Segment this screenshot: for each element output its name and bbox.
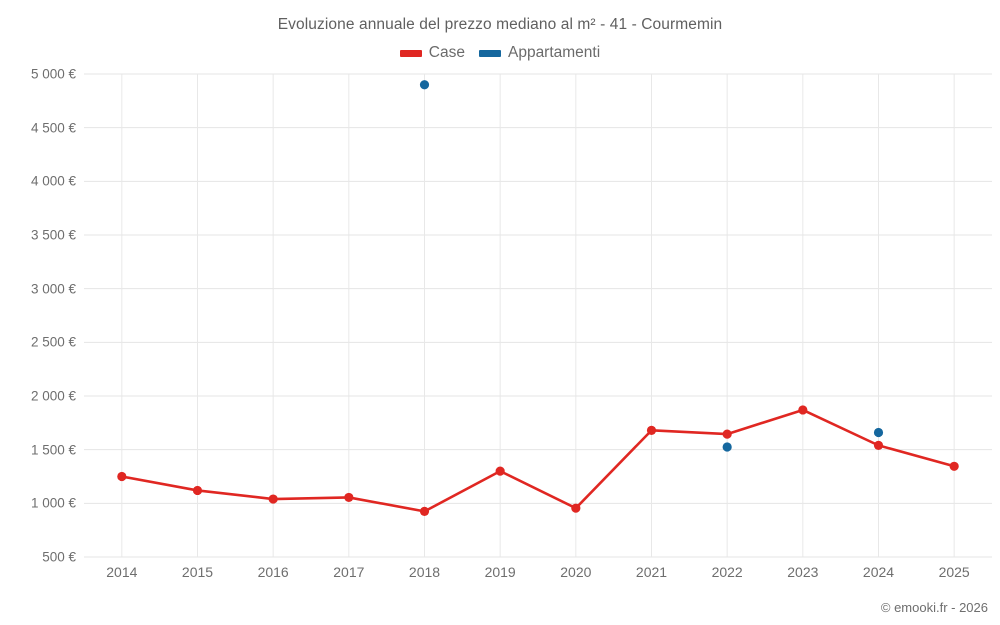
data-point-case-2017[interactable]: [344, 492, 354, 503]
data-point-case-2020[interactable]: [571, 503, 581, 513]
data-point-appartamenti-2024[interactable]: [873, 427, 884, 438]
legend-swatch-case: [399, 49, 422, 57]
x-axis-tick-label: 2024: [862, 564, 895, 580]
legend-item-case[interactable]: Case: [399, 44, 465, 62]
y-axis-tick-label: 4 000 €: [30, 173, 76, 189]
data-point-appartamenti-2022[interactable]: [722, 442, 732, 452]
data-point-case-2025[interactable]: [949, 461, 959, 471]
chart-title: Evoluzione annuale del prezzo mediano al…: [277, 16, 723, 33]
x-axis-tick-label: 2015: [181, 564, 214, 580]
footer-credit: © emooki.fr - 2026: [880, 600, 988, 615]
x-axis-tick-label: 2016: [257, 564, 289, 580]
data-point-case-2015[interactable]: [192, 485, 203, 496]
data-point-case-2024[interactable]: [873, 440, 884, 450]
x-axis-tick-label: 2020: [560, 564, 592, 580]
legend-label-appartamenti: Appartamenti: [507, 44, 601, 61]
x-axis-tick-label: 2014: [106, 564, 138, 580]
y-axis-tick-label: 2 500 €: [30, 334, 76, 350]
x-axis-tick-label: 2025: [938, 564, 970, 580]
y-axis-tick-label: 1 500 €: [30, 442, 76, 458]
data-point-case-2016[interactable]: [268, 494, 278, 504]
legend-swatch-appartamenti: [478, 49, 501, 57]
x-axis-tick-label: 2017: [333, 564, 365, 580]
data-point-case-2019[interactable]: [495, 466, 505, 476]
data-point-case-2014[interactable]: [117, 471, 127, 482]
y-axis-tick-label: 1 000 €: [30, 495, 76, 511]
y-axis-tick-label: 4 500 €: [30, 120, 76, 136]
legend-label-case: Case: [428, 44, 465, 61]
x-axis-tick-label: 2023: [787, 564, 819, 580]
y-axis-tick-label: 2 000 €: [30, 388, 76, 404]
x-axis-tick-label: 2019: [484, 564, 516, 580]
data-point-appartamenti-2018[interactable]: [419, 80, 430, 90]
chart-legend: Case Appartamenti: [0, 44, 1000, 62]
y-axis-tick-label: 5 000 €: [30, 66, 76, 82]
y-axis-labels: 500 € 1 000 € 1 500 € 2 000 € 2 500 € 3 000 €…: [0, 0, 76, 625]
series-line-case: [120, 408, 956, 513]
y-axis-tick-label: 3 500 €: [30, 227, 76, 243]
x-axis-tick-label: 2021: [635, 564, 668, 580]
data-point-case-2023[interactable]: [798, 405, 808, 415]
data-point-case-2018[interactable]: [419, 506, 430, 516]
legend-item-appartamenti[interactable]: Appartamenti: [478, 44, 601, 62]
y-axis-tick-label: 500 €: [42, 549, 76, 565]
data-point-case-2021[interactable]: [646, 425, 657, 435]
x-axis-tick-label: 2018: [408, 564, 441, 580]
data-point-case-2022[interactable]: [722, 429, 732, 439]
x-axis-tick-label: 2022: [711, 564, 743, 580]
y-axis-tick-label: 3 000 €: [30, 281, 76, 297]
